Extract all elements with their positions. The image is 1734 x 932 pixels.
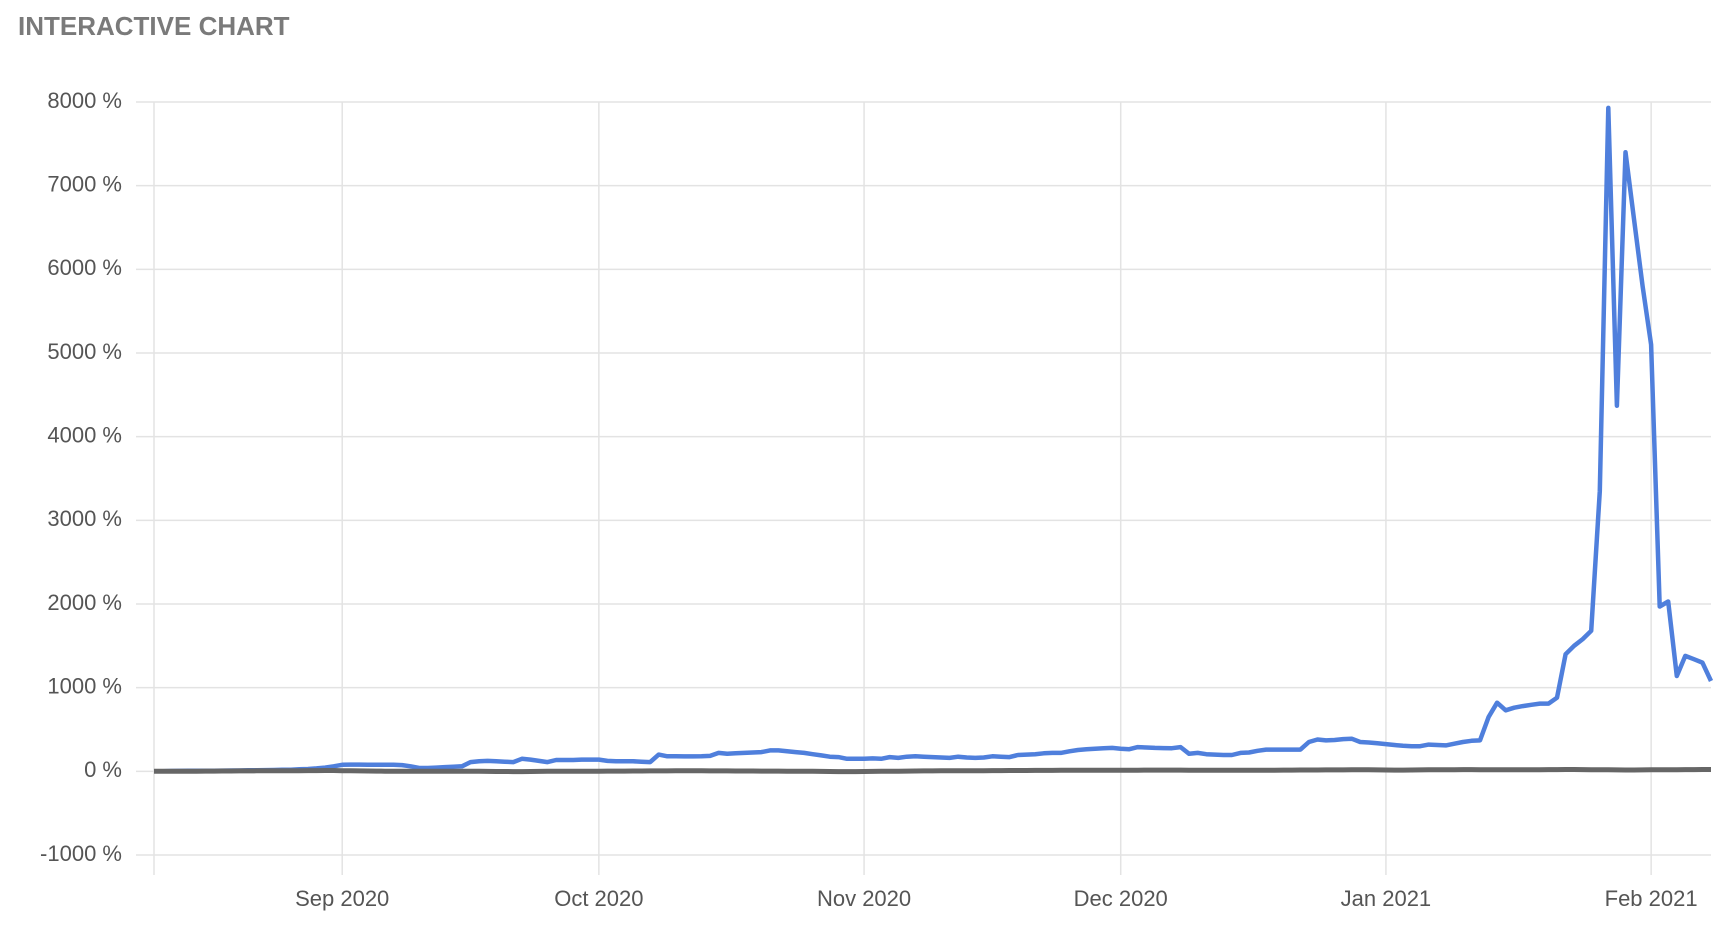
x-tick-label: Sep 2020 [295,886,389,911]
chart-title: INTERACTIVE CHART [18,11,290,41]
y-tick-label: 4000 % [47,422,122,447]
y-tick-label: 3000 % [47,506,122,531]
y-tick-label: 2000 % [47,590,122,615]
x-tick-label: Oct 2020 [554,886,643,911]
series-line [153,105,1714,774]
y-tick-label: 7000 % [47,171,122,196]
x-tick-label: Nov 2020 [817,886,911,911]
x-tick-label: Feb 2021 [1605,886,1698,911]
y-tick-label: -1000 % [40,841,122,866]
x-tick-label: Dec 2020 [1074,886,1168,911]
y-tick-label: 6000 % [47,255,122,280]
y-tick-label: 1000 % [47,673,122,698]
series-line [154,767,1711,775]
y-tick-label: 5000 % [47,339,122,364]
x-tick-label: Jan 2021 [1341,886,1432,911]
y-tick-label: 8000 % [47,88,122,113]
y-tick-label: 0 % [84,757,122,782]
